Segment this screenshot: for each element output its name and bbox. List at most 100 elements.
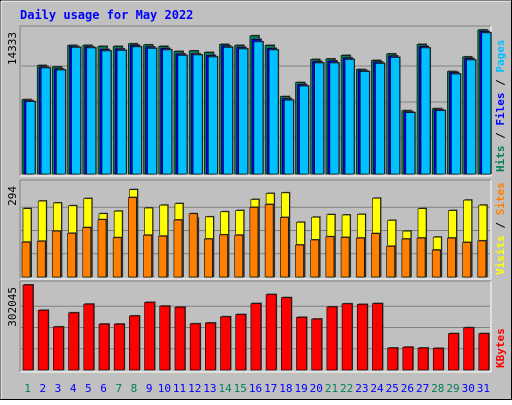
x-tick-label-18: 18 — [279, 382, 292, 395]
bar-sites-17 — [264, 204, 274, 278]
bar-pages-27 — [420, 47, 431, 175]
bar-pages-5 — [86, 47, 97, 175]
bar-sites-26 — [401, 238, 411, 278]
bar-kbytes-15 — [235, 314, 247, 371]
bar-pages-26 — [405, 112, 416, 175]
x-tick-label-4: 4 — [70, 382, 77, 395]
bar-kbytes-14 — [220, 316, 231, 371]
bar-sites-11 — [173, 219, 183, 278]
legend-kbytes: KBytes — [494, 328, 507, 368]
bar-pages-1 — [25, 101, 36, 175]
bar-sites-22 — [340, 237, 350, 278]
bar-sites-23 — [355, 237, 365, 278]
bar-pages-11 — [177, 55, 188, 175]
x-tick-label-7: 7 — [115, 382, 122, 395]
bar-pages-20 — [314, 62, 324, 175]
bar-kbytes-4 — [68, 312, 79, 371]
bar-sites-25 — [386, 246, 395, 278]
bar-pages-19 — [299, 85, 309, 175]
x-tick-label-8: 8 — [131, 382, 138, 395]
bar-sites-2 — [36, 240, 46, 278]
bar-pages-12 — [192, 54, 203, 175]
bar-pages-15 — [238, 48, 249, 175]
bar-sites-10 — [158, 235, 168, 278]
bar-sites-20 — [310, 239, 319, 278]
x-tick-label-16: 16 — [249, 382, 262, 395]
legend-separator: / — [494, 73, 507, 93]
x-tick-label-17: 17 — [264, 382, 277, 395]
x-tick-label-22: 22 — [340, 382, 353, 395]
bar-kbytes-6 — [98, 323, 110, 371]
bar-pages-9 — [147, 48, 157, 175]
bar-kbytes-9 — [144, 302, 155, 371]
bar-pages-30 — [466, 59, 476, 175]
x-tick-label-23: 23 — [355, 382, 368, 395]
bar-pages-7 — [116, 50, 127, 175]
x-tick-label-1: 1 — [24, 382, 31, 395]
y-max-label: 294 — [6, 186, 19, 206]
bar-pages-8 — [132, 46, 142, 175]
bar-sites-16 — [249, 207, 259, 278]
x-tick-label-6: 6 — [100, 382, 107, 395]
bar-kbytes-11 — [174, 306, 186, 371]
bar-kbytes-24 — [372, 303, 383, 371]
bar-kbytes-25 — [387, 347, 398, 371]
bar-kbytes-16 — [250, 303, 262, 371]
bar-pages-21 — [329, 62, 340, 175]
bar-sites-15 — [234, 234, 244, 278]
bar-sites-4 — [67, 233, 76, 278]
bar-kbytes-27 — [417, 347, 429, 371]
y-max-label: 302045 — [6, 287, 19, 327]
bar-sites-14 — [219, 234, 228, 278]
bar-pages-4 — [71, 47, 81, 175]
bar-sites-6 — [97, 219, 107, 278]
x-tick-label-29: 29 — [446, 382, 459, 395]
legend-separator: / — [494, 126, 507, 146]
bar-sites-9 — [143, 234, 152, 278]
x-tick-label-25: 25 — [386, 382, 399, 395]
x-tick-label-27: 27 — [416, 382, 429, 395]
x-tick-label-13: 13 — [203, 382, 216, 395]
x-tick-label-14: 14 — [218, 382, 232, 395]
legend: KBytes — [494, 328, 507, 368]
bar-sites-13 — [204, 238, 213, 278]
bar-kbytes-26 — [402, 346, 414, 371]
bar-kbytes-31 — [478, 333, 490, 371]
x-tick-label-10: 10 — [158, 382, 171, 395]
bar-pages-10 — [162, 49, 173, 175]
legend-visits: Visits — [494, 235, 507, 275]
bar-kbytes-13 — [205, 322, 216, 371]
x-tick-label-30: 30 — [462, 382, 475, 395]
bar-pages-28 — [435, 110, 446, 175]
bar-pages-31 — [481, 32, 492, 175]
x-tick-label-24: 24 — [370, 382, 384, 395]
panel-visits-sites: 294 Visits / Sites — [6, 179, 507, 280]
x-tick-label-9: 9 — [146, 382, 153, 395]
bar-kbytes-12 — [189, 323, 201, 371]
legend: Visits / Sites — [494, 182, 507, 275]
bar-sites-8 — [128, 197, 137, 278]
bar-kbytes-1 — [22, 284, 34, 371]
bar-sites-24 — [371, 233, 380, 278]
legend-hits: Hits — [494, 146, 507, 173]
bar-kbytes-10 — [159, 305, 171, 371]
bar-pages-17 — [268, 49, 279, 175]
x-tick-label-26: 26 — [401, 382, 414, 395]
bar-pages-29 — [451, 73, 461, 175]
bar-sites-19 — [295, 244, 304, 278]
legend-sites: Sites — [494, 182, 507, 215]
x-tick-label-20: 20 — [310, 382, 323, 395]
bar-kbytes-8 — [129, 315, 140, 371]
x-tick-label-31: 31 — [477, 382, 490, 395]
x-tick-label-11: 11 — [173, 382, 186, 395]
bar-kbytes-19 — [296, 317, 307, 371]
bar-kbytes-5 — [83, 303, 95, 371]
bar-kbytes-30 — [463, 327, 474, 371]
bar-sites-3 — [52, 230, 61, 278]
bar-sites-31 — [477, 240, 487, 278]
bar-sites-18 — [279, 217, 289, 278]
x-tick-label-5: 5 — [85, 382, 92, 395]
bar-pages-3 — [56, 69, 66, 175]
bar-kbytes-17 — [265, 294, 277, 371]
